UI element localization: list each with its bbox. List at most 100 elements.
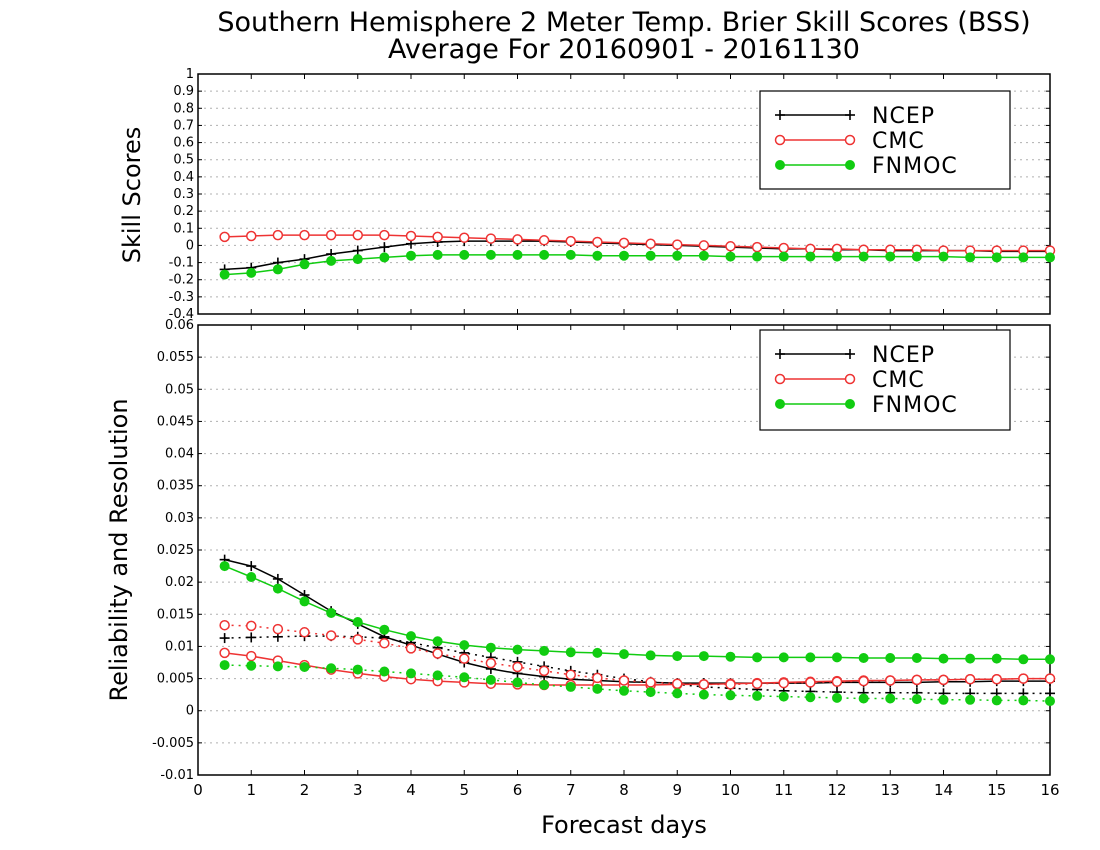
series-fnmoc-solid-point bbox=[592, 647, 603, 658]
y-tick-label: -0.4 bbox=[169, 307, 194, 322]
series-ncep-dotted-point bbox=[246, 632, 257, 643]
series-cmc-dotted-point bbox=[858, 675, 869, 687]
series-fnmoc-solid-point bbox=[725, 251, 736, 262]
series-cmc-dotted-point bbox=[698, 679, 710, 690]
series-cmc-dotted-point bbox=[991, 673, 1002, 685]
series-fnmoc-dotted-point bbox=[299, 662, 310, 672]
y-tick-label: 0.06 bbox=[165, 318, 194, 333]
series-fnmoc-solid-point bbox=[512, 644, 523, 655]
series-fnmoc-solid-point bbox=[379, 252, 390, 263]
legend-marker-ncep bbox=[845, 349, 855, 359]
series-cmc-solid-point bbox=[272, 229, 284, 241]
series-fnmoc-solid-point bbox=[592, 250, 603, 261]
y-tick-label: 0.05 bbox=[165, 382, 194, 397]
series-fnmoc-dotted-point bbox=[565, 681, 576, 692]
legend-label-ncep: NCEP bbox=[872, 343, 935, 368]
y-tick-label: 0.045 bbox=[157, 414, 194, 429]
series-fnmoc-solid-point bbox=[991, 252, 1002, 263]
series-fnmoc-solid-point bbox=[219, 269, 230, 280]
y-tick-label: 0.8 bbox=[173, 101, 194, 116]
legend-marker-cmc bbox=[774, 134, 786, 146]
bottom-y-axis-label: Reliability and Resolution bbox=[105, 398, 133, 701]
x-tick-label: 14 bbox=[934, 781, 953, 799]
series-fnmoc-solid-point bbox=[246, 572, 257, 582]
x-tick-label: 0 bbox=[193, 781, 203, 799]
series-cmc-solid-point bbox=[565, 235, 576, 247]
series-fnmoc-solid-point bbox=[406, 631, 416, 642]
series-fnmoc-solid-point bbox=[246, 267, 257, 278]
y-tick-label: -0.2 bbox=[169, 273, 194, 288]
series-fnmoc-solid-point bbox=[539, 249, 550, 260]
series-fnmoc-dotted-point bbox=[991, 695, 1002, 706]
series-cmc-dotted-point bbox=[778, 677, 789, 689]
x-tick-label: 8 bbox=[619, 781, 629, 799]
series-fnmoc-solid-point bbox=[965, 653, 976, 664]
series-fnmoc-solid-point bbox=[565, 647, 576, 658]
series-fnmoc-solid-point bbox=[1018, 252, 1029, 263]
y-tick-label: 0.4 bbox=[173, 170, 194, 185]
series-fnmoc-solid-point bbox=[645, 650, 656, 661]
y-tick-label: -0.01 bbox=[160, 768, 194, 783]
series-cmc-solid-point bbox=[246, 230, 257, 242]
series-fnmoc-dotted-point bbox=[752, 690, 763, 701]
series-fnmoc-solid-point bbox=[752, 652, 763, 663]
series-fnmoc-solid-point bbox=[938, 251, 949, 262]
series-fnmoc-dotted-point bbox=[1018, 695, 1029, 706]
series-fnmoc-solid-point bbox=[911, 251, 922, 262]
y-tick-label: 0.02 bbox=[165, 575, 194, 590]
series-fnmoc-dotted-point bbox=[539, 680, 550, 690]
series-cmc-dotted-point bbox=[938, 674, 949, 686]
plot-frame bbox=[197, 324, 1051, 776]
y-tick-label: 0.04 bbox=[165, 447, 194, 462]
skill-score-panel: -0.4 -0.3 -0.2 -0.1 0 0.1 0.2 0.3 0.4 0.5 0.6 0.7 0.… bbox=[169, 67, 1056, 322]
series-cmc-dotted-point bbox=[592, 672, 603, 684]
y-tick-label: -0.3 bbox=[169, 290, 194, 305]
series-cmc-dotted-point bbox=[512, 661, 523, 673]
reliability-resolution-panel: -0.01 -0.005 0 0.005 0.01 0.015 0.02 0.025 0.03 0… bbox=[152, 318, 1059, 799]
series-fnmoc-dotted-point bbox=[938, 694, 949, 705]
series-fnmoc-solid-point bbox=[219, 561, 230, 572]
series-cmc-dotted-point bbox=[405, 643, 417, 654]
x-tick-label: 16 bbox=[1040, 781, 1059, 799]
series-fnmoc-dotted-point bbox=[778, 691, 789, 702]
legend-label-cmc: CMC bbox=[872, 368, 925, 393]
series-ncep-solid-line bbox=[224, 558, 1050, 684]
series-fnmoc-solid-point bbox=[272, 583, 283, 594]
series-cmc-dotted-point bbox=[831, 676, 843, 688]
legend-marker-ncep bbox=[775, 110, 785, 120]
y-tick-label: 0.9 bbox=[173, 84, 194, 99]
legend-marker-fnmoc bbox=[775, 399, 785, 409]
series-fnmoc-dotted-point bbox=[432, 670, 443, 681]
series-fnmoc-dotted-point bbox=[406, 668, 416, 679]
series-cmc-solid-point bbox=[618, 237, 630, 249]
series-fnmoc-solid-point bbox=[672, 250, 683, 261]
series-cmc-solid-point bbox=[325, 229, 337, 241]
series-cmc-dotted-point bbox=[885, 675, 896, 686]
legend-marker-cmc bbox=[774, 373, 786, 385]
series-cmc-dotted-point bbox=[379, 637, 390, 649]
x-tick-label: 6 bbox=[513, 781, 523, 799]
series-fnmoc-solid-point bbox=[805, 251, 816, 262]
legend-marker-ncep bbox=[775, 349, 785, 359]
series-fnmoc-dotted-point bbox=[485, 674, 496, 685]
y-tick-label: -0.005 bbox=[152, 736, 194, 751]
series-fnmoc-solid-point bbox=[725, 651, 736, 662]
series-cmc-solid-point bbox=[459, 232, 470, 243]
series-cmc-dotted-point bbox=[325, 630, 337, 641]
series-fnmoc-dotted-point bbox=[698, 689, 709, 700]
y-tick-label: 0.5 bbox=[173, 153, 194, 168]
series-fnmoc-solid-point bbox=[832, 652, 842, 663]
series-cmc-solid-point bbox=[219, 231, 230, 243]
series-cmc-dotted-point bbox=[1018, 673, 1029, 684]
series-fnmoc-dotted-point bbox=[725, 690, 736, 701]
x-tick-label: 5 bbox=[459, 781, 469, 799]
legend-box bbox=[759, 329, 1011, 431]
y-tick-label: 0.03 bbox=[165, 511, 194, 526]
chart-title-line2: Average For 20160901 - 20161130 bbox=[388, 34, 860, 65]
series-cmc-solid-point bbox=[645, 238, 656, 249]
series-fnmoc-dotted-point bbox=[459, 672, 470, 683]
plot-frame bbox=[197, 73, 1051, 315]
series-fnmoc-dotted-point bbox=[379, 666, 390, 677]
series-fnmoc-solid-point bbox=[991, 653, 1002, 664]
